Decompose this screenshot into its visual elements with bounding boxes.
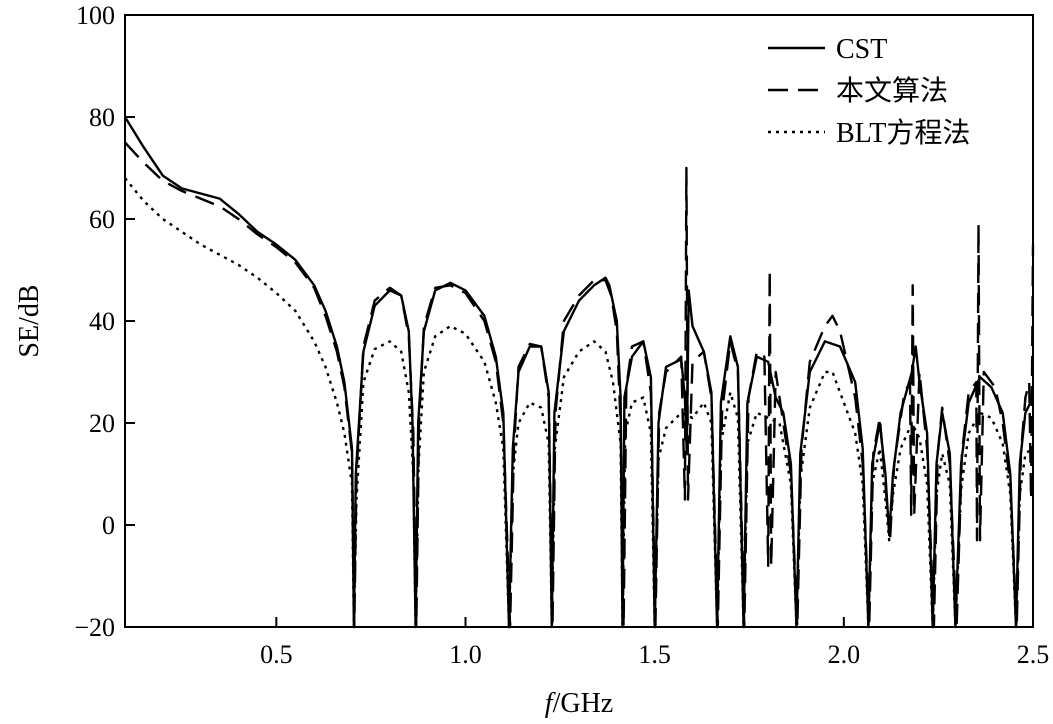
y-tick-label: 80 [89, 103, 115, 132]
legend-label: 本文算法 [836, 75, 948, 107]
x-tick-label: 1.5 [638, 640, 671, 669]
y-tick-label: 60 [89, 205, 115, 234]
legend: CST 本文算法 BLT方程法 [768, 34, 970, 149]
series-line-2 [125, 141, 1035, 629]
x-tick-label: 2.5 [1017, 640, 1050, 669]
series-line-3 [125, 177, 1034, 629]
y-axis: −20 0 20 40 60 80 100 [74, 1, 135, 642]
x-tick-label: 2.0 [828, 640, 861, 669]
x-axis-label: f/GHz [545, 688, 613, 719]
legend-label: CST [836, 34, 887, 65]
y-axis-label: SE/dB [14, 284, 45, 357]
series-line-1 [125, 116, 1035, 629]
y-tick-label: 100 [76, 1, 115, 30]
y-tick-label: −20 [74, 613, 115, 642]
y-tick-label: 20 [89, 409, 115, 438]
y-tick-label: 0 [102, 511, 115, 540]
y-tick-label: 40 [89, 307, 115, 336]
x-axis: 0.5 1.0 1.5 2.0 2.5 [260, 617, 1049, 669]
x-tick-label: 1.0 [449, 640, 482, 669]
series-layer [125, 116, 1035, 629]
legend-label: BLT方程法 [836, 117, 970, 149]
x-tick-label: 0.5 [260, 640, 293, 669]
